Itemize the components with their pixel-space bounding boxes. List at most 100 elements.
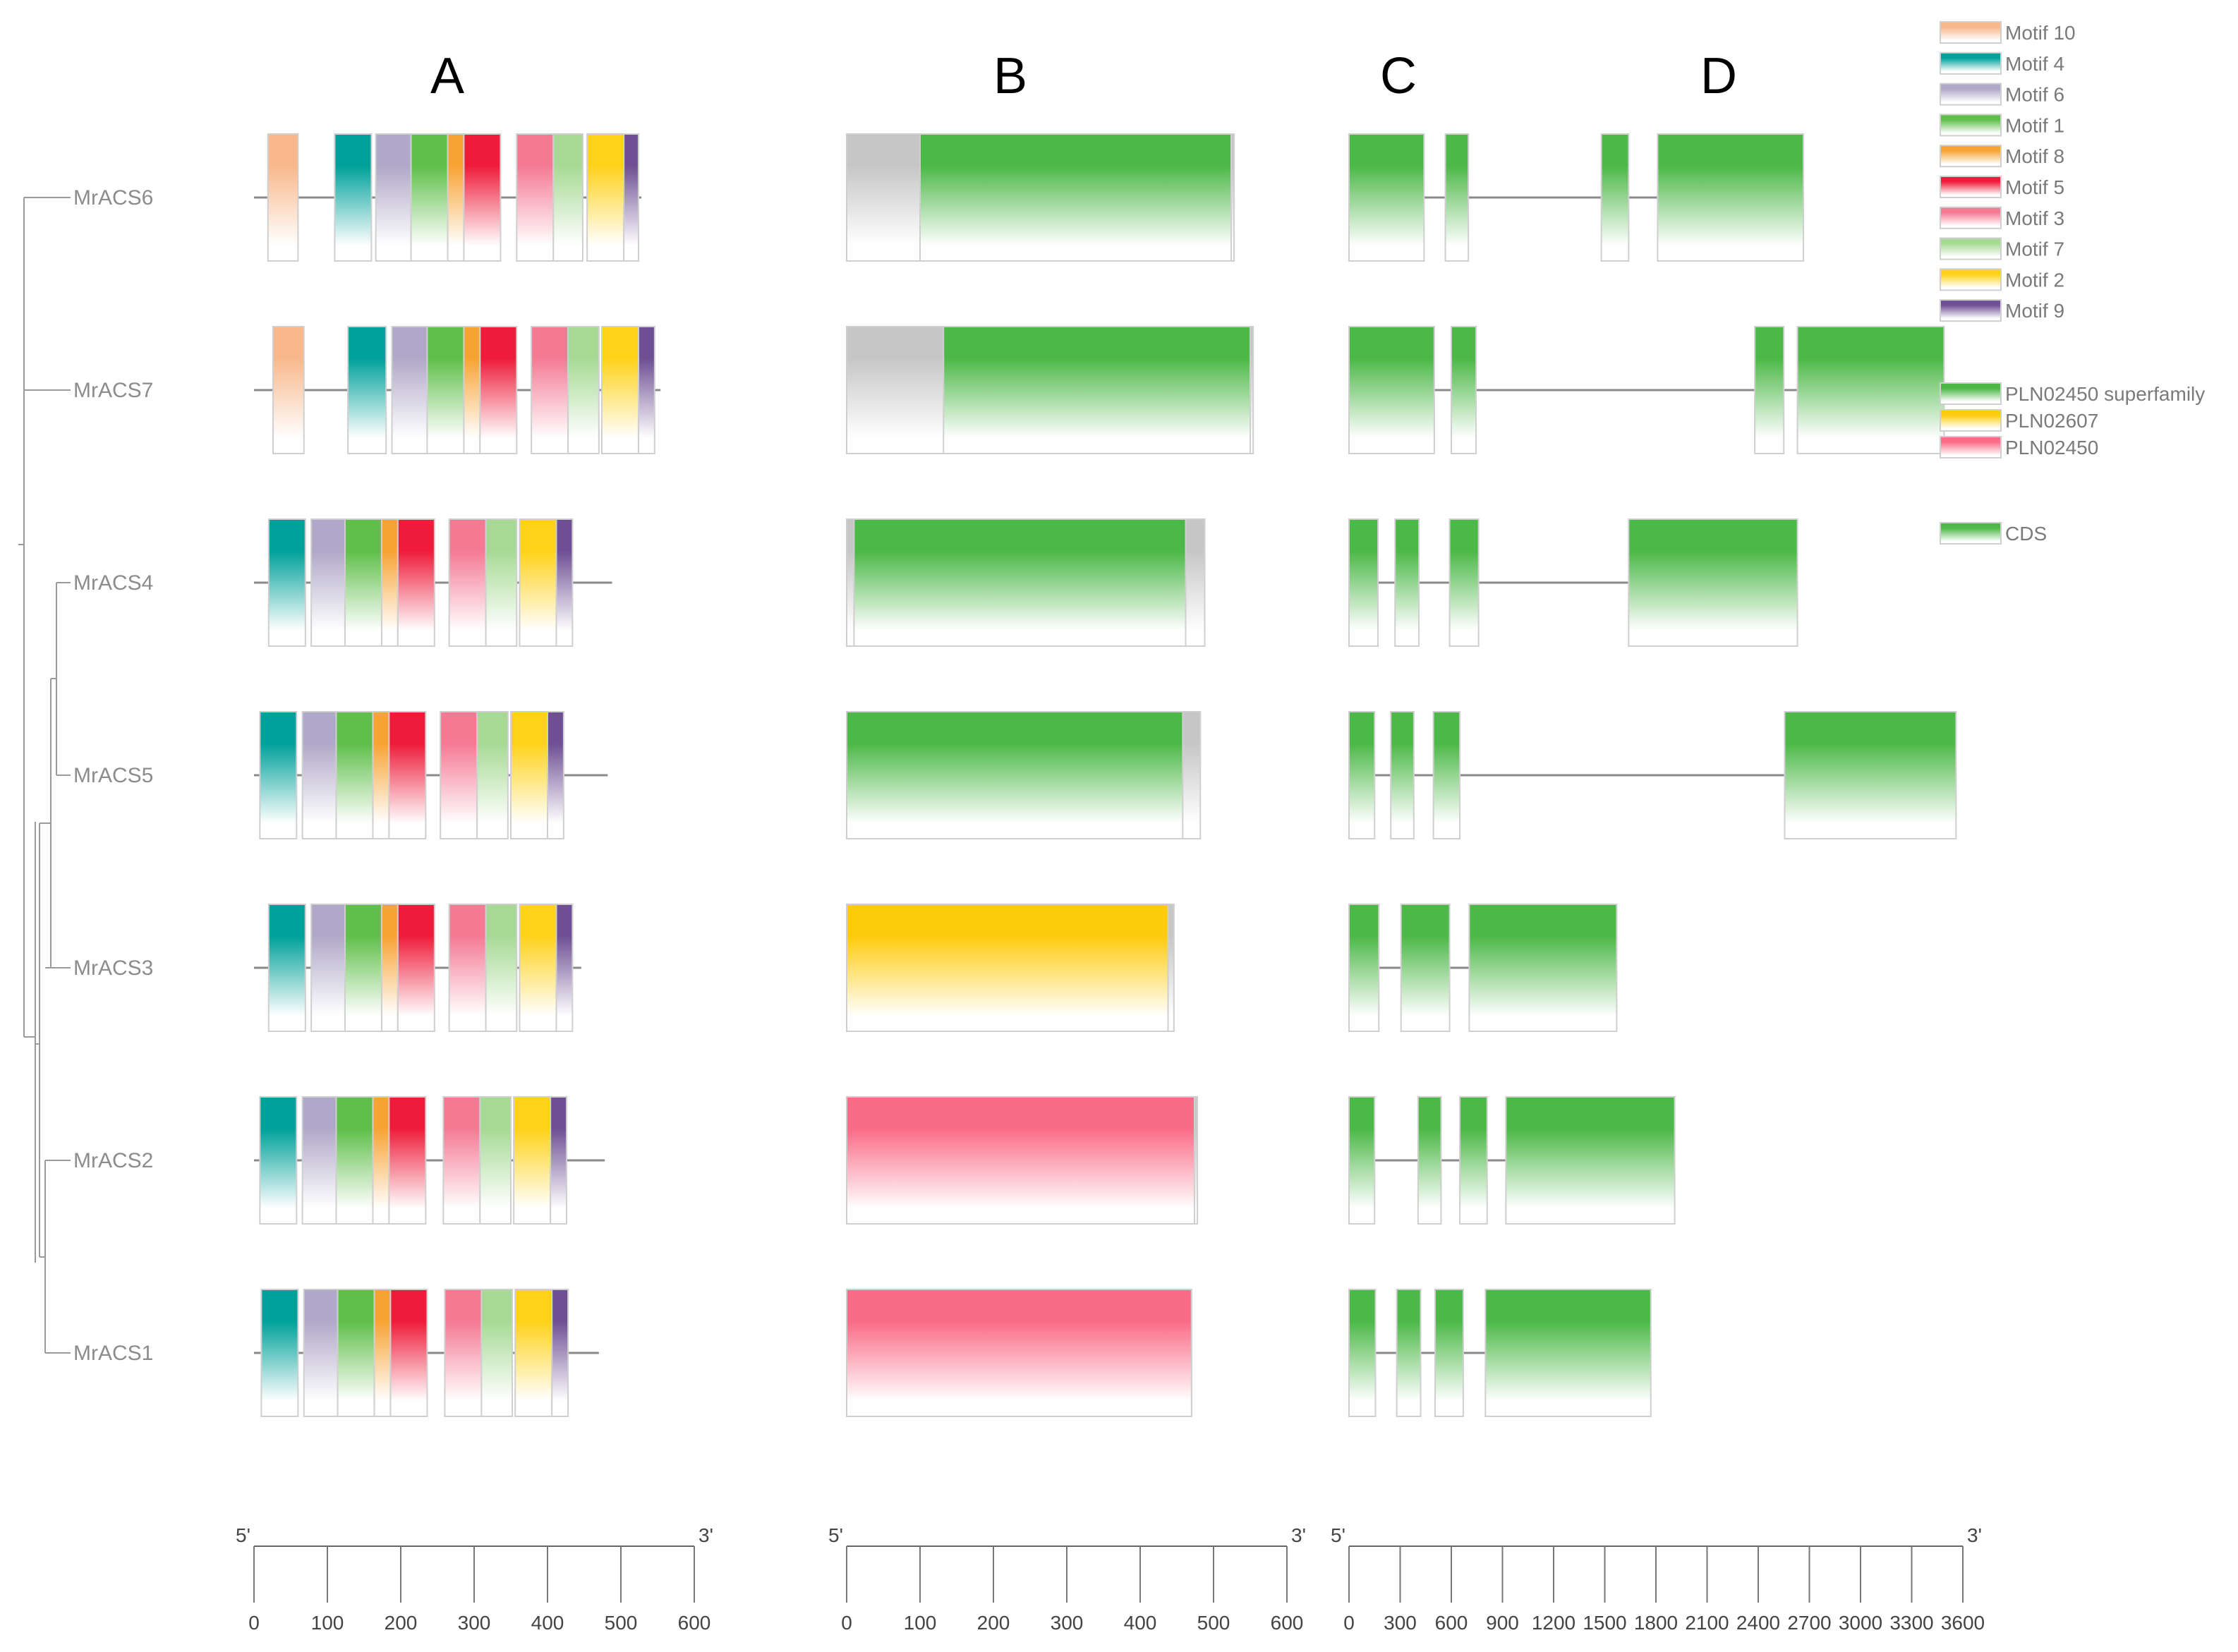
gene-tick-label: 900 <box>1486 1612 1519 1634</box>
cds-exon <box>1444 133 1470 262</box>
motif-box-motif-5 <box>479 326 518 454</box>
motif-box-motif-6 <box>301 711 337 839</box>
motif-box-motif-2 <box>600 326 639 454</box>
cds-exon <box>1784 711 1957 839</box>
motif-box-motif-10 <box>272 326 305 454</box>
motif-box-motif-1 <box>410 133 449 262</box>
legend-swatch-motif-7 <box>1940 237 2002 260</box>
domain-tick-label: 300 <box>1051 1612 1084 1634</box>
domain-box-pln02450-superfamily <box>853 518 1187 647</box>
motif-box-motif-6 <box>310 904 346 1032</box>
legend-swatch-motif-9 <box>1940 299 2002 322</box>
motif-tick-label: 600 <box>678 1612 711 1634</box>
phylogenetic-tree <box>18 197 71 1354</box>
motif-box-motif-7 <box>476 711 509 839</box>
motif-box-motif-3 <box>442 1096 481 1225</box>
cds-exon <box>1348 904 1380 1032</box>
motif-box-motif-7 <box>479 1096 512 1225</box>
motif-box-motif-9 <box>551 1289 569 1417</box>
legend-label-motif-1: Motif 1 <box>2005 114 2064 136</box>
motif-box-motif-9 <box>547 711 564 839</box>
cds-exon <box>1348 1096 1376 1225</box>
motif-box-motif-3 <box>448 904 487 1032</box>
motif-panel <box>254 133 661 1417</box>
gene-label-mracs2: MrACS2 <box>73 1149 153 1172</box>
legend-label-motif-7: Motif 7 <box>2005 238 2064 260</box>
gene-tick-label: 2100 <box>1685 1612 1729 1634</box>
cds-exon <box>1468 904 1618 1032</box>
legend-swatch-cds <box>1940 522 2002 545</box>
motif-box-motif-1 <box>426 326 465 454</box>
motif-tick-label: 0 <box>248 1612 260 1634</box>
cds-exon <box>1396 1289 1422 1417</box>
motif-box-motif-2 <box>514 1289 553 1417</box>
legend-label-cds: CDS <box>2005 523 2047 545</box>
legend-label-motif-6: Motif 6 <box>2005 84 2064 106</box>
motif-tick-label: 100 <box>311 1612 344 1634</box>
motif-box-motif-4 <box>267 518 306 647</box>
motif-box-motif-2 <box>519 904 557 1032</box>
motif-box-motif-2 <box>586 133 625 262</box>
cds-exon <box>1657 133 1805 262</box>
motif-box-motif-1 <box>335 1096 374 1225</box>
motif-box-motif-5 <box>388 1096 427 1225</box>
motif-box-motif-6 <box>375 133 412 262</box>
motif-box-motif-8 <box>372 711 390 839</box>
motif-box-motif-1 <box>344 518 382 647</box>
cds-exon <box>1754 326 1785 454</box>
gene-tick-label: 1500 <box>1583 1612 1626 1634</box>
scale-axes: 0 100 200 300 400 500 600 5' 3' 0 100 200 300 400 500 6… <box>236 1524 1985 1634</box>
cds-exon <box>1400 904 1451 1032</box>
gene-label-mracs4: MrACS4 <box>73 571 153 595</box>
gene-tick-label: 3300 <box>1889 1612 1933 1634</box>
motif-box-motif-6 <box>391 326 428 454</box>
motif-box-motif-7 <box>485 518 518 647</box>
domain-box-pln02607 <box>846 904 1169 1032</box>
motif-box-motif-5 <box>397 904 435 1032</box>
gene-tick-label: 3600 <box>1941 1612 1985 1634</box>
motif-box-motif-4 <box>260 1289 299 1417</box>
domain-tick-label: 500 <box>1197 1612 1230 1634</box>
legend-swatch-motif-3 <box>1940 206 2002 229</box>
gene-tick-label: 1800 <box>1634 1612 1678 1634</box>
cds-exon <box>1348 1289 1377 1417</box>
legend-label-motif-5: Motif 5 <box>2005 176 2064 198</box>
legend-swatch-motif-1 <box>1940 114 2002 137</box>
cds-exon <box>1600 133 1630 262</box>
legend-swatch-motif-6 <box>1940 83 2002 106</box>
gene-structure-panel <box>1348 133 1957 1417</box>
motif-box-motif-9 <box>550 1096 568 1225</box>
legend: Motif 10 Motif 4 Motif 6 Motif 1 Motif 8 Moti… <box>1940 21 2205 545</box>
motif-box-motif-3 <box>448 518 487 647</box>
motif-box-motif-8 <box>373 1289 392 1417</box>
motif-box-motif-3 <box>440 711 478 839</box>
gene-axis-5prime: 5' <box>1331 1524 1345 1546</box>
motif-box-motif-8 <box>447 133 465 262</box>
domain-tick-label: 100 <box>904 1612 937 1634</box>
cds-exon <box>1348 711 1376 839</box>
motif-box-motif-2 <box>513 1096 552 1225</box>
legend-label-motif-4: Motif 4 <box>2005 53 2064 75</box>
gene-label-mracs5: MrACS5 <box>73 764 153 787</box>
domain-axis-5prime: 5' <box>828 1524 843 1546</box>
cds-exon <box>1451 326 1477 454</box>
legend-swatch-motif-4 <box>1940 51 2002 75</box>
motif-box-motif-5 <box>397 518 435 647</box>
cds-exon <box>1348 326 1435 454</box>
gene-tick-label: 300 <box>1384 1612 1417 1634</box>
cds-exon <box>1484 1289 1652 1417</box>
legend-label-pln02450-superfamily: PLN02450 superfamily <box>2005 383 2205 405</box>
motif-box-motif-8 <box>380 904 399 1032</box>
legend-label-motif-8: Motif 8 <box>2005 145 2064 167</box>
gene-tick-label: 3000 <box>1839 1612 1882 1634</box>
domain-box-pln02450 <box>846 1096 1195 1225</box>
legend-swatch-pln02607 <box>1940 409 2002 432</box>
domain-box-pln02450-superfamily <box>846 711 1184 839</box>
motif-box-motif-4 <box>267 904 306 1032</box>
domain-tick-label: 200 <box>977 1612 1010 1634</box>
domain-tick-label: 0 <box>841 1612 852 1634</box>
motif-box-motif-7 <box>567 326 600 454</box>
motif-box-motif-5 <box>388 711 427 839</box>
gene-labels: MrACS6 MrACS7 MrACS4 MrACS5 MrACS3 MrACS2 MrAC… <box>73 186 153 1365</box>
motif-box-motif-3 <box>516 133 555 262</box>
